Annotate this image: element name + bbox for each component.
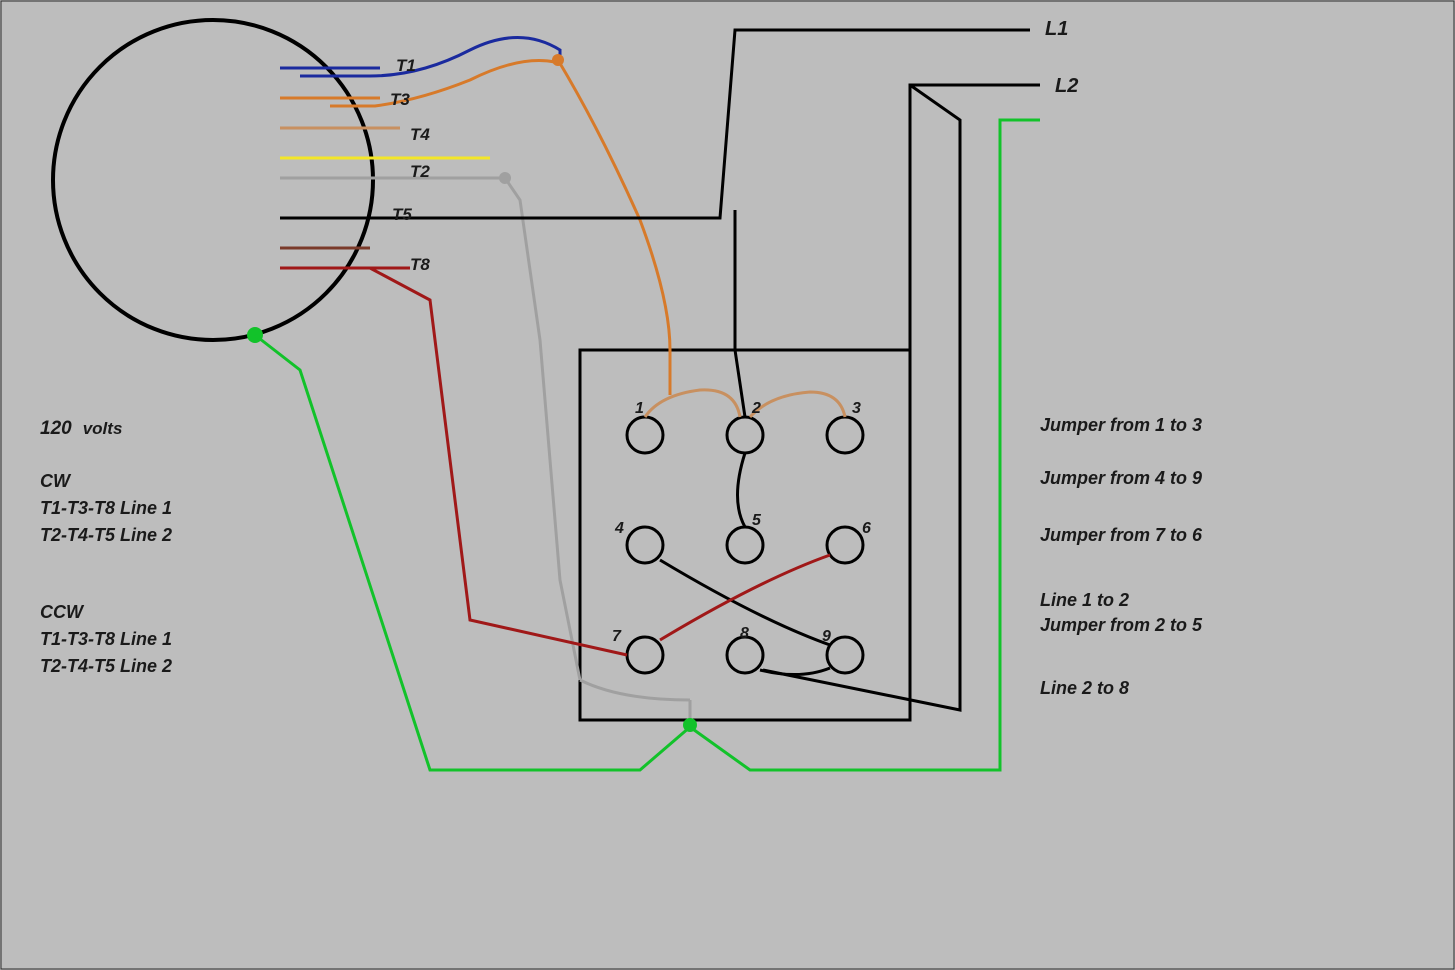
volts-number: 120	[40, 418, 72, 439]
terminal-label-8: 8	[740, 625, 749, 643]
line-label-l1: L1	[1045, 18, 1068, 41]
jumper-note-4: Jumper from 2 to 5	[1040, 615, 1202, 636]
line-label-l2: L2	[1055, 75, 1078, 98]
wire-label-t3: T3	[390, 90, 410, 110]
jumper-note-1: Jumper from 1 to 3	[1040, 415, 1202, 436]
volts-unit: volts	[83, 419, 123, 438]
terminal-label-6: 6	[862, 520, 871, 538]
wire-label-t8: T8	[410, 255, 430, 275]
wire-label-t4: T4	[410, 125, 430, 145]
wire-label-t2: T2	[410, 162, 430, 182]
terminal-label-3: 3	[852, 400, 861, 418]
ccw-line2: T2-T4-T5 Line 2	[40, 653, 172, 680]
ccw-line1: T1-T3-T8 Line 1	[40, 626, 172, 653]
ccw-title: CCW	[40, 599, 172, 626]
terminal-label-5: 5	[752, 512, 761, 530]
cw-title: CW	[40, 468, 172, 495]
left-info-block: 120 volts CW T1-T3-T8 Line 1 T2-T4-T5 Li…	[40, 415, 172, 680]
line-note-2: Line 2 to 8	[1040, 678, 1129, 699]
wiring-diagram: 1 2 3 4 5 6 7 8 9 T1 T3 T4 T2 T5 T8 L1 L…	[0, 0, 1455, 970]
cw-line2: T2-T4-T5 Line 2	[40, 522, 172, 549]
terminal-label-1: 1	[635, 400, 644, 418]
cw-line1: T1-T3-T8 Line 1	[40, 495, 172, 522]
wire-label-t1: T1	[396, 56, 416, 76]
terminal-label-9: 9	[822, 628, 831, 646]
wire-label-t5: T5	[392, 205, 412, 225]
jumper-note-3: Jumper from 7 to 6	[1040, 525, 1202, 546]
terminal-label-2: 2	[752, 400, 761, 418]
line-note-1: Line 1 to 2	[1040, 590, 1129, 611]
terminal-label-7: 7	[612, 628, 621, 646]
jumper-note-2: Jumper from 4 to 9	[1040, 468, 1202, 489]
diagram-svg	[0, 0, 1455, 970]
terminal-label-4: 4	[615, 520, 624, 538]
